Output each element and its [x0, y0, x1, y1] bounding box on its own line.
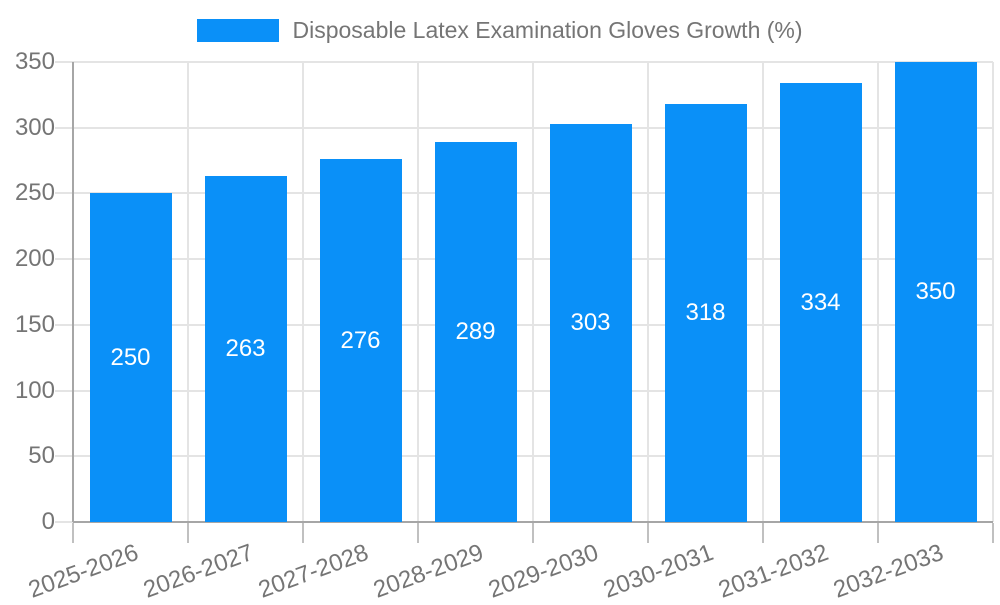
x-axis-tick-label: 2025-2026: [24, 539, 142, 604]
v-gridline: [992, 62, 994, 522]
x-axis-line: [73, 521, 993, 523]
bar[interactable]: [549, 123, 632, 522]
bar[interactable]: [319, 159, 402, 522]
v-gridline: [877, 62, 879, 522]
bar-value-label: 303: [570, 308, 611, 336]
x-axis-tick-label: 2026-2027: [139, 539, 257, 604]
y-axis-tick-label: 250: [14, 179, 55, 207]
h-gridline: [55, 258, 993, 261]
y-axis-tick-label: 300: [14, 113, 55, 141]
bar-value-label: 250: [110, 343, 151, 371]
y-axis-tick-label: 200: [14, 245, 55, 273]
bar[interactable]: [894, 62, 977, 522]
x-tick: [302, 523, 304, 543]
v-gridline: [647, 62, 649, 522]
y-axis-tick-label: 150: [14, 310, 55, 338]
x-tick: [992, 523, 994, 543]
h-gridline: [55, 389, 993, 392]
v-gridline: [187, 62, 189, 522]
bar[interactable]: [434, 142, 517, 522]
bar-value-label: 334: [800, 288, 841, 316]
v-gridline: [532, 62, 534, 522]
bar[interactable]: [204, 176, 287, 522]
bar[interactable]: [779, 83, 862, 522]
bar-value-label: 350: [915, 278, 956, 305]
y-axis-tick-label: 50: [28, 442, 55, 470]
x-axis-tick-label: 2028-2029: [369, 539, 487, 604]
y-axis-tick-label: 0: [41, 508, 55, 535]
y-axis-tick-label: 350: [14, 48, 55, 75]
h-gridline: [55, 192, 993, 195]
h-gridline: [55, 61, 993, 63]
x-tick: [877, 523, 879, 543]
bar[interactable]: [89, 193, 172, 522]
x-axis-tick-label: 2029-2030: [484, 539, 602, 604]
y-axis-line: [72, 62, 74, 522]
legend-swatch-icon: [197, 19, 280, 42]
x-tick: [417, 523, 419, 543]
h-gridline: [55, 323, 993, 326]
x-axis-tick-label: 2030-2031: [599, 539, 717, 604]
x-tick: [72, 523, 74, 543]
bar-value-label: 263: [225, 335, 266, 363]
x-axis-tick-label: 2027-2028: [254, 539, 372, 604]
h-gridline: [55, 455, 993, 458]
v-gridline: [762, 62, 764, 522]
x-axis-tick-label: 2031-2032: [714, 539, 832, 604]
x-tick: [187, 523, 189, 543]
h-gridline: [55, 126, 993, 129]
bar[interactable]: [664, 104, 747, 522]
v-gridline: [302, 62, 304, 522]
bar-value-label: 276: [340, 326, 381, 354]
x-axis-tick-label: 2032-2033: [829, 539, 947, 604]
bar-value-label: 318: [685, 299, 726, 327]
bar-value-label: 289: [455, 318, 496, 346]
v-gridline: [417, 62, 419, 522]
y-axis-tick-label: 100: [14, 376, 55, 404]
x-tick: [762, 523, 764, 543]
chart-legend[interactable]: Disposable Latex Examination Gloves Grow…: [0, 17, 1000, 44]
x-tick: [647, 523, 649, 543]
x-tick: [532, 523, 534, 543]
legend-label: Disposable Latex Examination Gloves Grow…: [292, 17, 803, 43]
plot-area: 250 263 276 289 303 318 334 350: [55, 61, 994, 543]
